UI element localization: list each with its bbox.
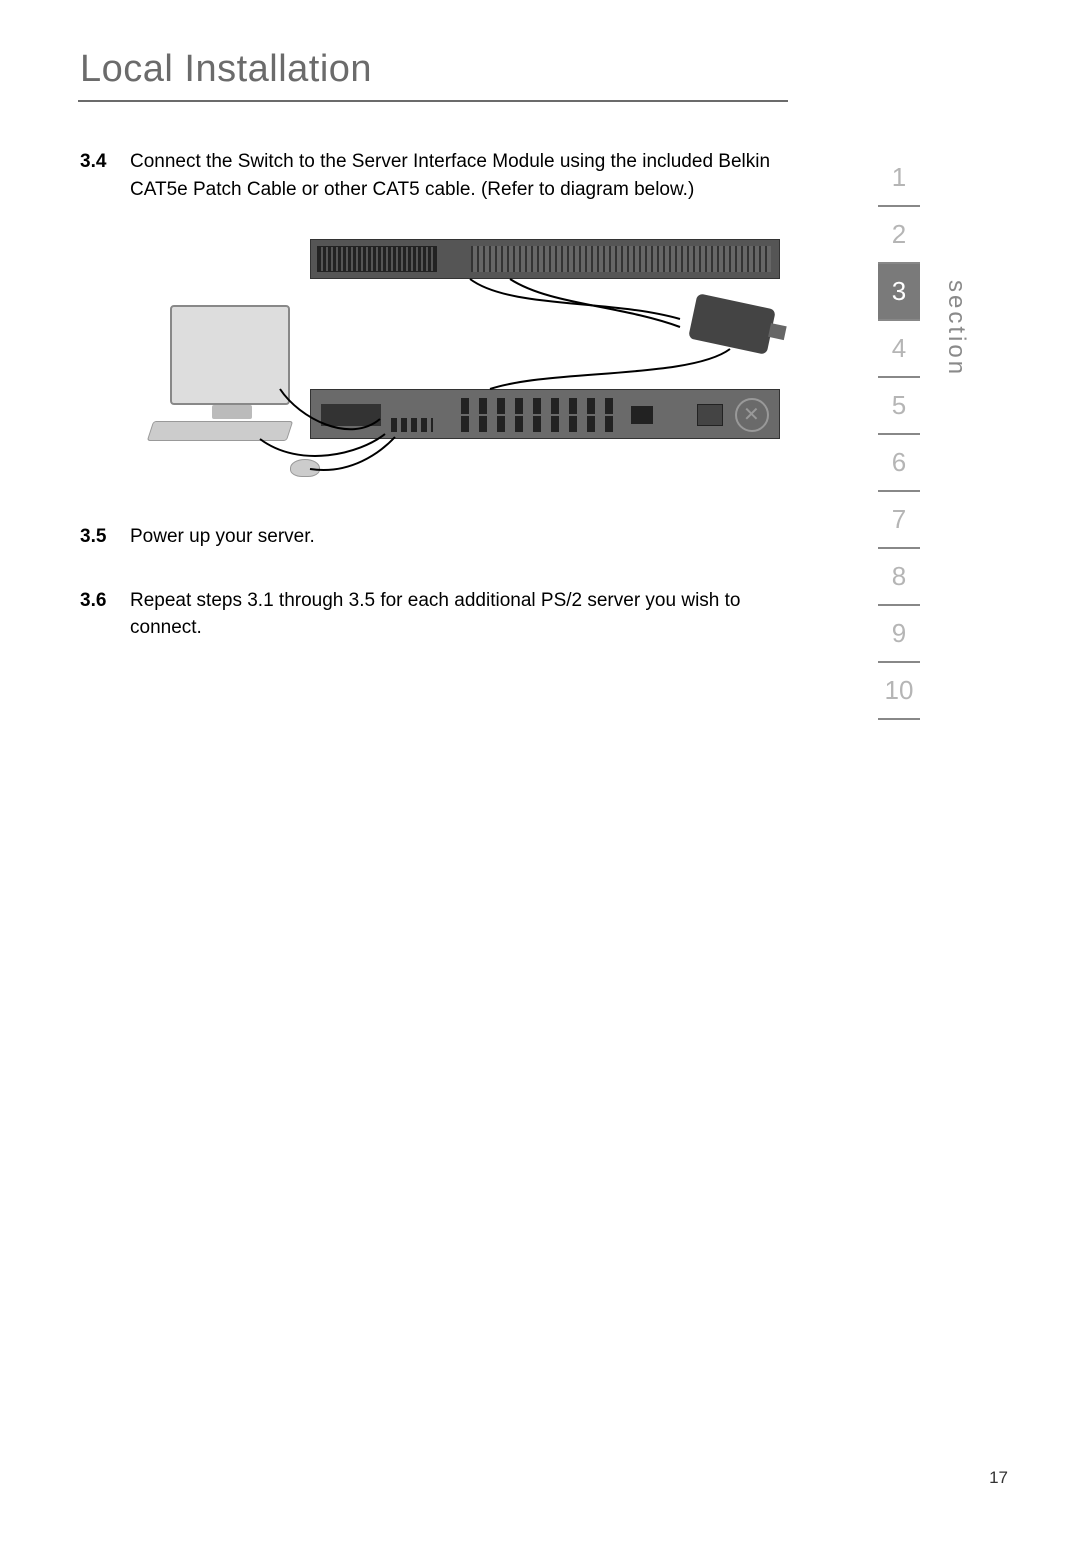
nav-item-5[interactable]: 5 — [878, 378, 920, 435]
nav-item-2[interactable]: 2 — [878, 207, 920, 264]
nav-item-6[interactable]: 6 — [878, 435, 920, 492]
section-label: section — [942, 280, 970, 377]
nav-item-9[interactable]: 9 — [878, 606, 920, 663]
nav-item-8[interactable]: 8 — [878, 549, 920, 606]
page-title: Local Installation — [80, 48, 372, 91]
section-nav: 1 2 3 4 5 6 7 8 9 10 — [878, 150, 920, 720]
nav-item-3[interactable]: 3 — [878, 264, 920, 321]
step-3-5: 3.5 Power up your server. — [80, 523, 780, 551]
step-3-4: 3.4 Connect the Switch to the Server Int… — [80, 148, 780, 203]
nav-item-4[interactable]: 4 — [878, 321, 920, 378]
title-underline — [78, 100, 788, 102]
nav-item-1[interactable]: 1 — [878, 150, 920, 207]
content-area: 3.4 Connect the Switch to the Server Int… — [80, 148, 780, 678]
step-text: Connect the Switch to the Server Interfa… — [130, 148, 780, 203]
step-text: Repeat steps 3.1 through 3.5 for each ad… — [130, 587, 780, 642]
step-number: 3.4 — [80, 148, 130, 203]
connection-diagram — [170, 239, 780, 499]
page-number: 17 — [989, 1468, 1008, 1488]
nav-item-10[interactable]: 10 — [878, 663, 920, 720]
step-3-6: 3.6 Repeat steps 3.1 through 3.5 for eac… — [80, 587, 780, 642]
step-number: 3.5 — [80, 523, 130, 551]
step-number: 3.6 — [80, 587, 130, 642]
step-text: Power up your server. — [130, 523, 780, 551]
cable-lines — [170, 239, 780, 499]
nav-item-7[interactable]: 7 — [878, 492, 920, 549]
